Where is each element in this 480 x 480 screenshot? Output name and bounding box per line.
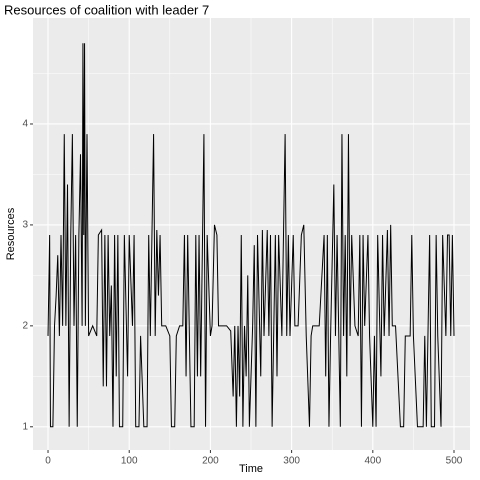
y-axis-title: Resources: [5, 207, 17, 260]
x-tick-label: 300: [283, 456, 300, 467]
x-tick-label: 400: [364, 456, 381, 467]
x-tick-label: 500: [446, 456, 463, 467]
x-tick-label: 100: [121, 456, 138, 467]
y-tick-label: 1: [22, 421, 28, 432]
chart-title: Resources of coalition with leader 7: [4, 2, 209, 17]
data-line: [47, 43, 455, 428]
x-axis-title: Time: [239, 463, 263, 475]
y-tick-label: 2: [22, 320, 28, 331]
plot-panel: [33, 18, 470, 450]
x-tick-label: 200: [202, 456, 219, 467]
x-tick-label: 0: [45, 456, 51, 467]
y-tick-label: 4: [22, 119, 28, 130]
y-tick-label: 3: [22, 220, 28, 231]
